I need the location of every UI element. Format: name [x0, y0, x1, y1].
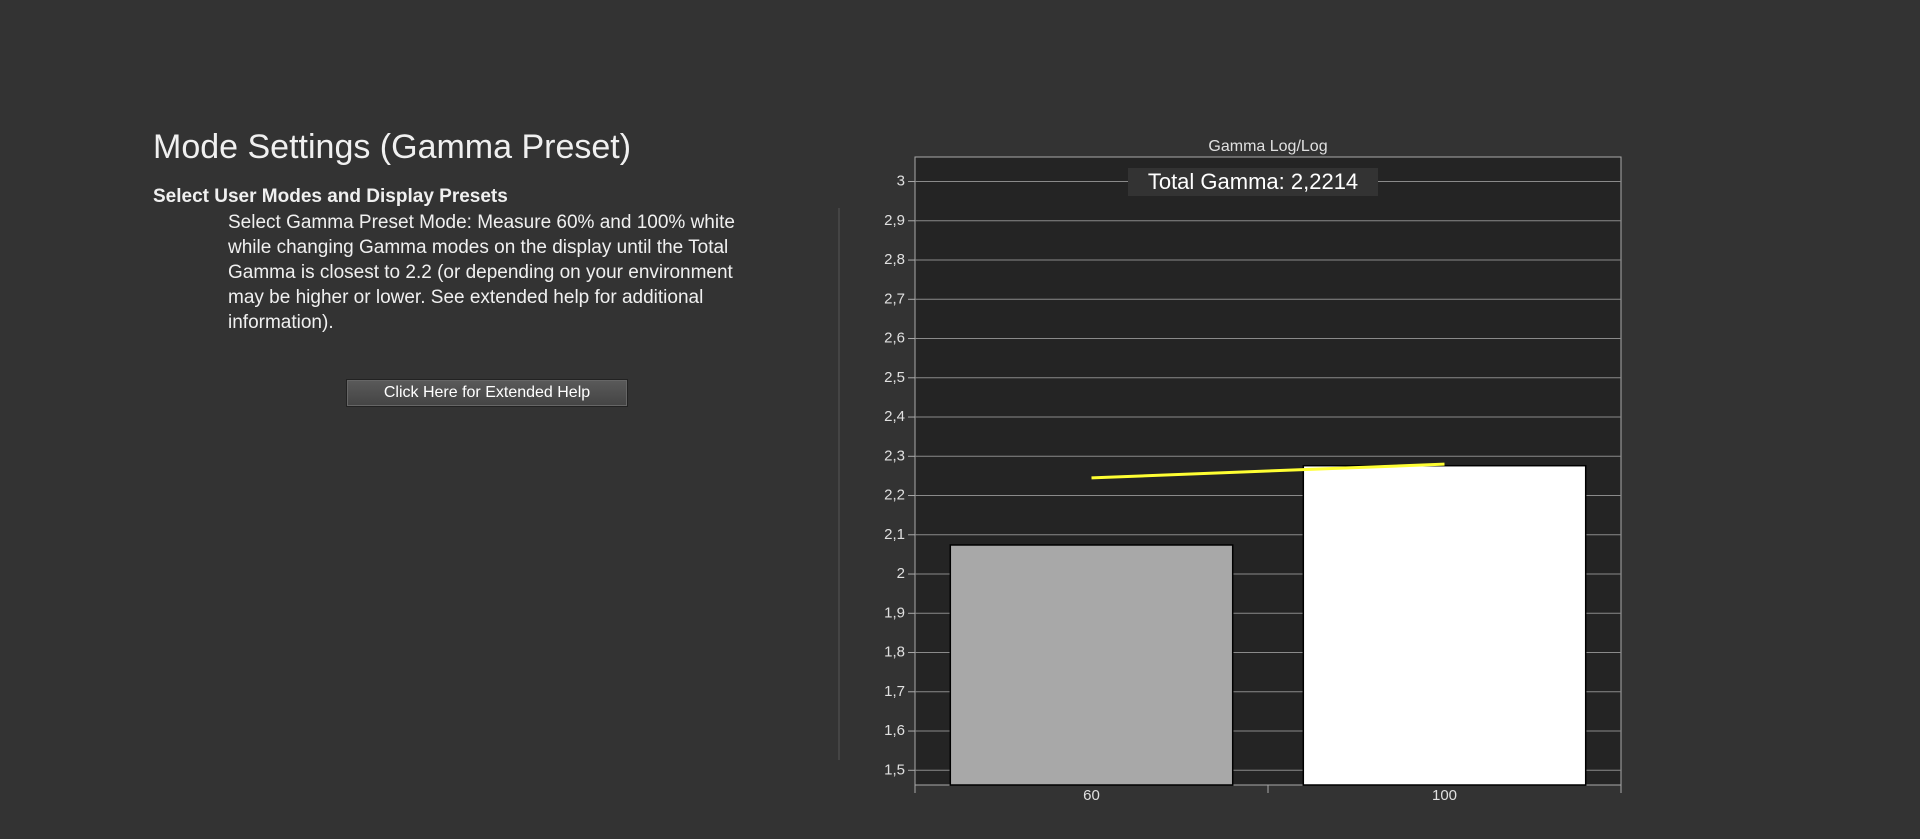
page-title: Mode Settings (Gamma Preset): [153, 128, 632, 166]
bar: [949, 544, 1234, 786]
x-tick-label: 60: [1083, 787, 1100, 804]
annotation-box: [1128, 168, 1378, 196]
y-tick-label: 2,8: [884, 251, 905, 268]
y-tick-label: 2,4: [884, 408, 905, 425]
help-button[interactable]: Click Here for Extended Help: [346, 379, 628, 407]
y-tick-label: 3: [897, 173, 905, 190]
y-tick-label: 2,9: [884, 212, 905, 229]
y-tick-label: 1,8: [884, 644, 905, 661]
chart-title: Gamma Log/Log: [1208, 138, 1327, 155]
divider: [838, 208, 840, 760]
bar: [1302, 464, 1587, 786]
total-gamma: Total Gamma: 2,2214: [1148, 169, 1358, 194]
gamma-line: [1091, 462, 1445, 480]
y-tick-label: 1,6: [884, 722, 905, 739]
x-tick-label: 100: [1432, 787, 1457, 804]
instructions: Select Gamma Preset Mode: Measure 60% an…: [228, 212, 735, 333]
y-tick-label: 2: [897, 565, 905, 582]
y-tick-label: 1,9: [884, 604, 905, 621]
y-tick-label: 2,5: [884, 369, 905, 386]
y-tick-label: 2,1: [884, 526, 905, 543]
y-tick-label: 2,7: [884, 290, 905, 307]
section-heading: Select User Modes and Display Presets: [153, 186, 508, 207]
y-tick-label: 2,2: [884, 487, 905, 504]
y-tick-label: 1,7: [884, 683, 905, 700]
y-tick-label: 2,3: [884, 447, 905, 464]
y-tick-label: 1,5: [884, 761, 905, 778]
y-tick-label: 2,6: [884, 330, 905, 347]
